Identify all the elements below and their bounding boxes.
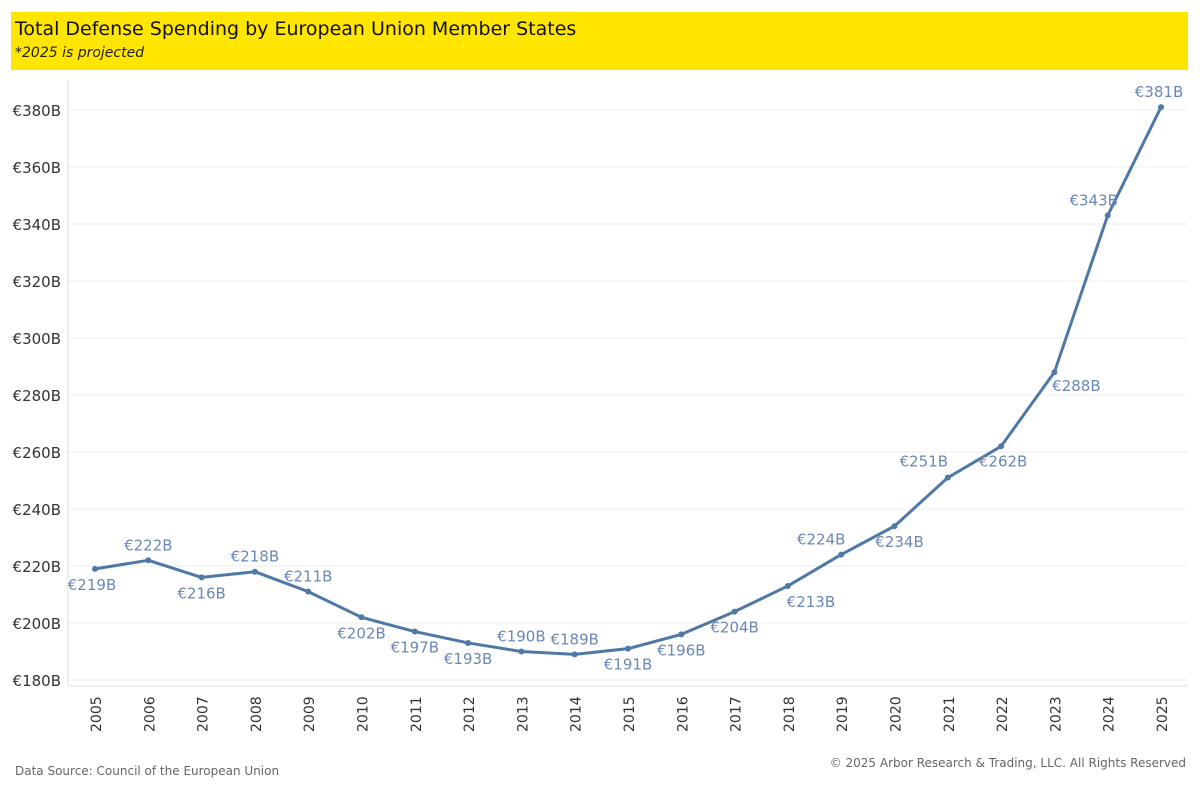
data-label: €216B xyxy=(177,584,225,602)
data-point xyxy=(358,614,365,621)
data-label: €211B xyxy=(284,568,332,586)
data-label: €191B xyxy=(604,656,652,674)
data-point xyxy=(625,645,631,652)
data-point xyxy=(571,651,578,658)
data-label: €189B xyxy=(550,630,598,648)
y-tick-label: €380B xyxy=(13,102,61,120)
data-label: €224B xyxy=(797,531,845,549)
data-label: €196B xyxy=(657,641,705,659)
data-point xyxy=(465,639,472,646)
x-tick-label: 2015 xyxy=(622,696,638,732)
data-label: €218B xyxy=(231,548,279,566)
x-tick-label: 2013 xyxy=(515,696,531,732)
x-tick-label: 2006 xyxy=(142,696,158,732)
data-label: €288B xyxy=(1052,377,1100,395)
data-point xyxy=(998,443,1005,450)
data-point xyxy=(411,628,418,635)
x-tick-label: 2012 xyxy=(462,696,478,732)
x-tick-label: 2007 xyxy=(196,696,212,732)
x-tick-label: 2010 xyxy=(356,696,372,732)
y-tick-label: €220B xyxy=(13,558,61,576)
x-tick-label: 2022 xyxy=(995,696,1011,732)
data-label: €193B xyxy=(444,650,492,668)
data-point xyxy=(518,648,525,655)
chart-subtitle: *2025 is projected xyxy=(15,45,145,61)
x-tick-label: 2017 xyxy=(729,696,745,732)
data-source: Data Source: Council of the European Uni… xyxy=(15,764,280,778)
y-tick-label: €280B xyxy=(13,387,61,405)
x-tick-label: 2008 xyxy=(249,696,265,732)
data-label: €219B xyxy=(68,576,116,594)
data-point xyxy=(145,557,152,564)
x-tick-label: 2011 xyxy=(409,696,425,732)
chart-header: Total Defense Spending by European Union… xyxy=(11,12,1188,70)
data-point xyxy=(198,574,205,581)
data-point xyxy=(838,551,845,558)
data-point xyxy=(92,565,98,572)
x-tick-label: 2023 xyxy=(1048,696,1064,732)
data-point xyxy=(1051,369,1058,376)
x-tick-label: 2005 xyxy=(89,696,105,732)
x-tick-label: 2014 xyxy=(569,696,585,732)
x-tick-label: 2016 xyxy=(675,696,691,732)
data-point xyxy=(731,608,738,615)
x-tick-label: 2024 xyxy=(1102,696,1118,732)
data-label: €222B xyxy=(124,536,172,554)
y-tick-label: €180B xyxy=(13,672,61,690)
data-point xyxy=(944,474,951,481)
x-tick-label: 2019 xyxy=(835,696,851,732)
x-tick-label: 2009 xyxy=(302,696,318,732)
data-label: €197B xyxy=(391,639,439,657)
data-label: €381B xyxy=(1135,83,1183,101)
data-point xyxy=(1104,212,1111,219)
y-tick-label: €260B xyxy=(13,444,61,462)
copyright: © 2025 Arbor Research & Trading, LLC. Al… xyxy=(829,756,1186,770)
x-tick-label: 2020 xyxy=(889,696,905,732)
data-label: €190B xyxy=(497,628,545,646)
data-label: €251B xyxy=(900,453,948,471)
x-tick-label: 2018 xyxy=(782,696,798,732)
data-label: €204B xyxy=(710,619,758,637)
data-label: €262B xyxy=(979,452,1027,470)
data-point xyxy=(678,631,685,638)
data-label: €213B xyxy=(787,593,835,611)
data-label: €234B xyxy=(875,533,923,551)
x-tick-label: 2021 xyxy=(942,696,958,732)
y-tick-label: €200B xyxy=(13,615,61,633)
y-tick-label: €360B xyxy=(13,159,61,177)
data-point xyxy=(891,523,898,530)
y-tick-label: €340B xyxy=(13,216,61,234)
data-point xyxy=(1158,104,1164,111)
y-tick-label: €300B xyxy=(13,330,61,348)
y-tick-label: €320B xyxy=(13,273,61,291)
data-point xyxy=(251,568,258,575)
y-tick-label: €240B xyxy=(13,501,61,519)
data-point xyxy=(305,588,312,595)
data-label: €202B xyxy=(337,624,385,642)
chart-title: Total Defense Spending by European Union… xyxy=(15,18,577,40)
data-label: €343B xyxy=(1069,191,1117,209)
x-tick-label: 2025 xyxy=(1155,696,1171,732)
data-point xyxy=(784,582,791,589)
